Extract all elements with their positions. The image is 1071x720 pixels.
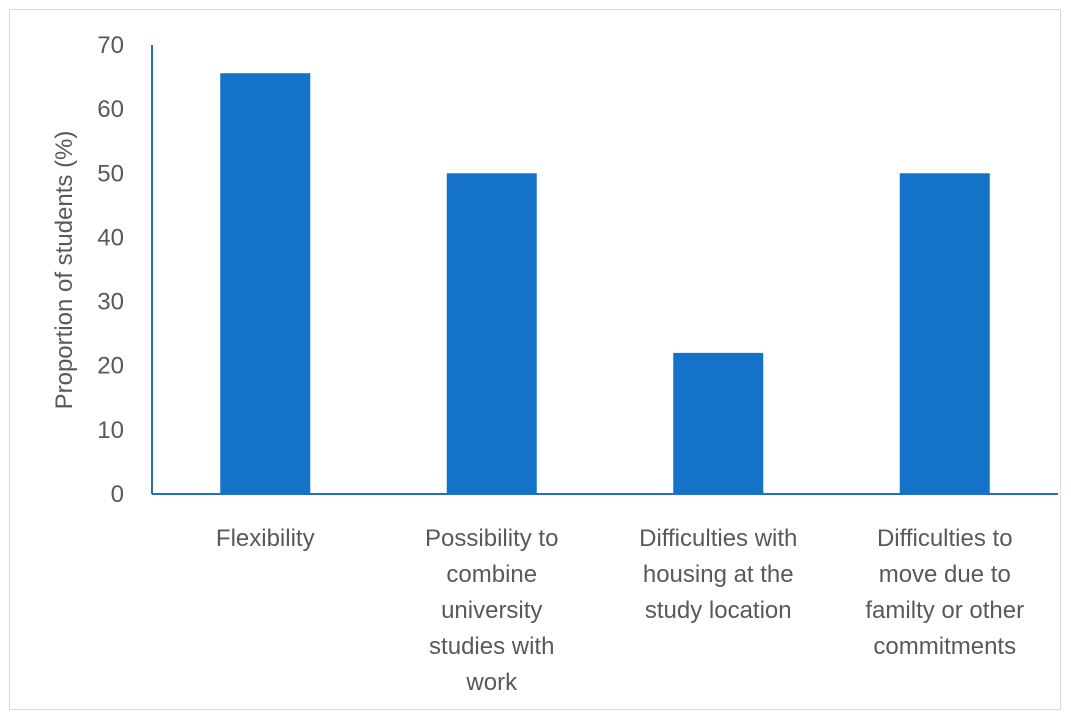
bar xyxy=(446,173,537,495)
x-tick-label-line: combine xyxy=(446,561,537,588)
x-tick-label-line: Difficulties with xyxy=(639,525,797,552)
x-tick-label-line: Difficulties to xyxy=(877,525,1013,552)
y-tick-label: 30 xyxy=(97,289,124,316)
bar xyxy=(220,73,311,495)
x-tick-label-line: familty or other xyxy=(865,597,1024,624)
x-tick-label-line: university xyxy=(441,597,542,624)
bar xyxy=(899,173,990,495)
y-axis-title-group: Proportion of students (%) xyxy=(51,131,78,410)
x-tick-label: Difficulties to move due to familty or oth… xyxy=(865,525,1024,660)
axes xyxy=(151,45,1058,495)
category-labels: Flexibility Possibility to combine universi… xyxy=(216,525,1024,696)
y-tick-label: 10 xyxy=(97,417,124,444)
y-axis-title: Proportion of students (%) xyxy=(51,131,78,410)
y-tick-label: 0 xyxy=(111,481,124,508)
y-tick-label: 60 xyxy=(97,96,124,123)
y-tick-labels: 0 10 20 30 40 50 60 70 xyxy=(97,32,124,508)
y-tick-label: 20 xyxy=(97,353,124,380)
x-tick-label: Flexibility xyxy=(216,525,315,552)
y-tick-label: 50 xyxy=(97,160,124,187)
bars xyxy=(220,73,990,495)
y-tick-label: 40 xyxy=(97,224,124,251)
x-tick-label-line: study location xyxy=(645,597,792,624)
x-tick-label-line: Flexibility xyxy=(216,525,315,552)
x-tick-label-line: move due to xyxy=(879,561,1011,588)
x-tick-label-line: commitments xyxy=(873,633,1016,660)
bar xyxy=(673,352,764,494)
x-tick-label-line: housing at the xyxy=(643,561,794,588)
x-tick-label: Difficulties with housing at the study loc… xyxy=(639,525,797,624)
y-tick-label: 70 xyxy=(97,32,124,59)
x-tick-label-line: studies with xyxy=(429,633,554,660)
x-tick-label-line: Possibility to xyxy=(425,525,558,552)
x-tick-label: Possibility to combine university studies w… xyxy=(425,525,558,696)
x-tick-label-line: work xyxy=(465,669,518,696)
